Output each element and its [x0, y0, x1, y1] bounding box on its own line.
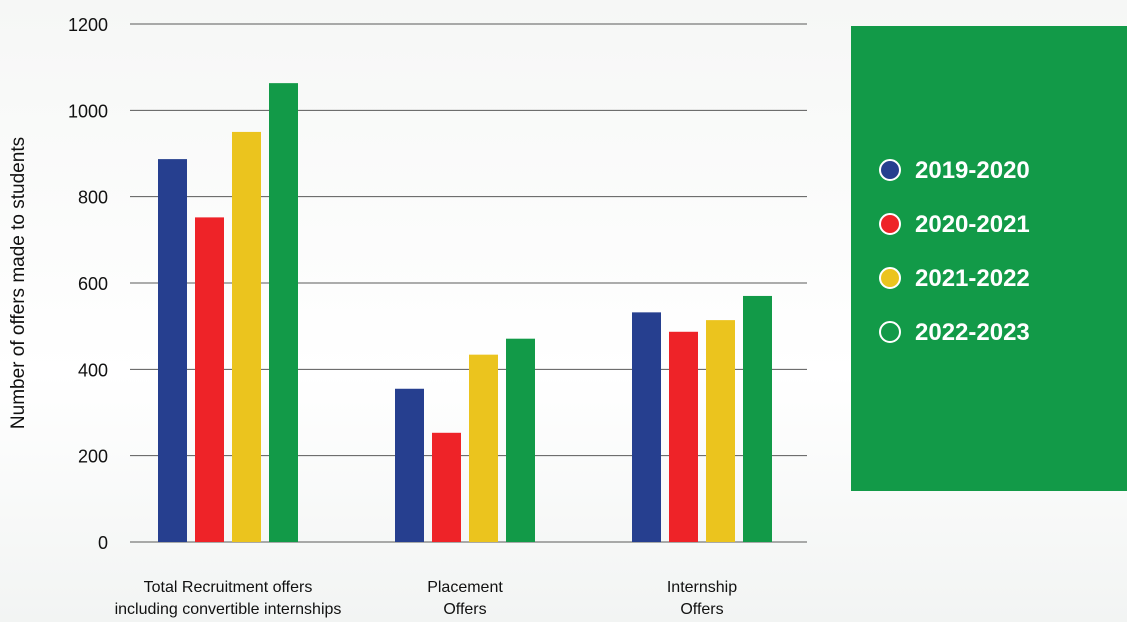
legend-marker: [879, 213, 901, 235]
bar-2019-2020-1: [395, 388, 424, 542]
category-label-line: Internship: [667, 579, 737, 596]
y-tick-label: 600: [78, 274, 108, 294]
legend-label: 2022-2023: [915, 319, 1030, 346]
bar-2021-2022-0: [232, 131, 261, 542]
legend: 2019-2020 2020-2021 2021-2022 2022-2023: [879, 157, 1030, 346]
bar-2020-2021-0: [195, 217, 224, 543]
category-label-line: Placement: [427, 579, 503, 596]
category-label-line: including convertible internships: [115, 601, 342, 618]
y-tick-label: 0: [98, 533, 108, 553]
bars: [158, 83, 772, 543]
y-tick-label: 400: [78, 360, 108, 380]
bar-2022-2023-1: [506, 338, 535, 542]
bar-2022-2023-2: [743, 295, 772, 542]
bar-2022-2023-0: [269, 83, 298, 542]
category-label: Internship Offers: [667, 579, 737, 618]
bar-2019-2020-0: [158, 159, 187, 542]
legend-label: 2019-2020: [915, 157, 1030, 184]
y-axis-title: Number of offers made to students: [8, 137, 29, 429]
legend-label: 2020-2021: [915, 211, 1030, 238]
category-label: Placement Offers: [427, 579, 503, 618]
bar-2021-2022-2: [706, 320, 735, 542]
y-tick-label: 200: [78, 447, 108, 467]
legend-marker: [879, 159, 901, 181]
legend-label: 2021-2022: [915, 265, 1030, 292]
grid-lines: [130, 23, 807, 543]
y-tick-label: 1200: [68, 15, 108, 35]
bar-2020-2021-1: [432, 432, 461, 542]
category-label-line: Offers: [680, 601, 723, 618]
category-label-line: Total Recruitment offers: [144, 579, 313, 596]
category-label: Total Recruitment offers including conver…: [115, 579, 342, 618]
category-label-line: Offers: [443, 601, 486, 618]
bar-2021-2022-1: [469, 354, 498, 542]
bar-2020-2021-2: [669, 331, 698, 542]
bar-2019-2020-2: [632, 312, 661, 542]
y-tick-labels: 0 200 400 600 800 1000 1200: [68, 15, 108, 553]
legend-panel: [851, 26, 1127, 491]
legend-marker: [879, 267, 901, 289]
y-tick-label: 800: [78, 188, 108, 208]
category-labels: Total Recruitment offers including conver…: [115, 579, 738, 618]
y-tick-label: 1000: [68, 101, 108, 121]
legend-marker: [879, 321, 901, 343]
